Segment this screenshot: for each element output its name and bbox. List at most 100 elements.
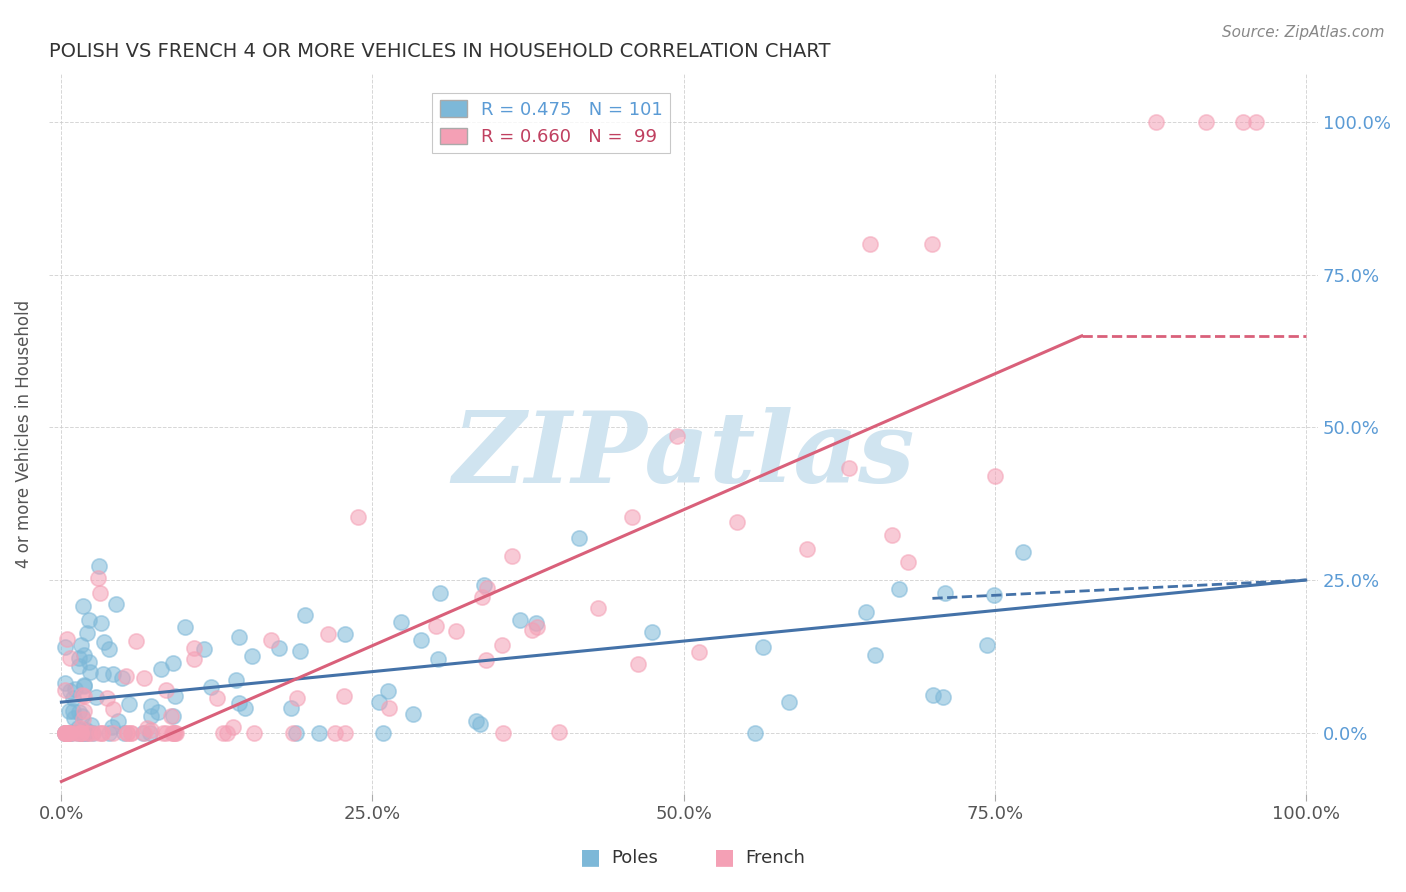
Point xyxy=(70,725,93,739)
Point xyxy=(200,680,222,694)
Point xyxy=(921,237,943,252)
Point xyxy=(212,725,235,739)
Point xyxy=(53,725,76,739)
Point xyxy=(752,640,775,654)
Point xyxy=(76,725,98,739)
Point xyxy=(59,725,82,739)
Point xyxy=(568,532,591,546)
Point xyxy=(53,725,76,739)
Point xyxy=(150,662,173,676)
Point xyxy=(621,509,644,524)
Point xyxy=(377,684,399,698)
Point xyxy=(59,683,82,698)
Point xyxy=(91,725,114,739)
Point xyxy=(163,725,186,739)
Point xyxy=(429,586,451,600)
Point xyxy=(205,691,228,706)
Point xyxy=(93,634,115,648)
Point xyxy=(53,725,76,739)
Point xyxy=(120,725,142,739)
Point xyxy=(308,725,330,739)
Point xyxy=(96,691,118,706)
Point xyxy=(725,516,748,530)
Point xyxy=(76,725,98,739)
Point xyxy=(77,656,100,670)
Point xyxy=(84,690,107,704)
Point xyxy=(65,681,87,696)
Point xyxy=(112,725,135,739)
Point xyxy=(228,630,250,644)
Point xyxy=(887,582,910,596)
Point xyxy=(409,632,432,647)
Point xyxy=(863,648,886,662)
Point xyxy=(260,632,283,647)
Text: Source: ZipAtlas.com: Source: ZipAtlas.com xyxy=(1222,25,1385,40)
Point xyxy=(139,699,162,714)
Point xyxy=(666,429,689,443)
Point xyxy=(135,721,157,735)
Point xyxy=(72,599,94,614)
Point xyxy=(285,691,308,706)
Point xyxy=(444,624,467,638)
Point xyxy=(222,720,245,734)
Point xyxy=(501,549,523,563)
Point xyxy=(66,725,89,739)
Point xyxy=(58,725,80,739)
Point xyxy=(87,725,110,739)
Point xyxy=(55,725,77,739)
Point xyxy=(509,613,531,627)
Point xyxy=(983,588,1005,602)
Point xyxy=(897,555,920,569)
Point xyxy=(77,725,100,739)
Point xyxy=(323,725,346,739)
Point xyxy=(162,725,184,739)
Point xyxy=(163,689,186,703)
Point xyxy=(134,725,156,739)
Point xyxy=(627,657,650,671)
Point xyxy=(97,642,120,657)
Point xyxy=(139,709,162,723)
Text: POLISH VS FRENCH 4 OR MORE VEHICLES IN HOUSEHOLD CORRELATION CHART: POLISH VS FRENCH 4 OR MORE VEHICLES IN H… xyxy=(49,42,831,61)
Point xyxy=(465,714,488,728)
Point xyxy=(118,697,141,711)
Point xyxy=(921,688,943,702)
Point xyxy=(983,469,1005,483)
Text: Poles: Poles xyxy=(612,849,658,867)
Point xyxy=(132,725,155,739)
Point xyxy=(475,653,498,667)
Point xyxy=(70,725,93,739)
Point xyxy=(62,690,84,705)
Point xyxy=(524,615,547,630)
Point xyxy=(240,649,263,664)
Point xyxy=(120,725,142,739)
Text: ■: ■ xyxy=(581,847,600,867)
Point xyxy=(934,585,956,599)
Point xyxy=(882,527,904,541)
Point xyxy=(77,613,100,627)
Point xyxy=(367,695,389,709)
Point xyxy=(280,701,302,715)
Point xyxy=(67,725,90,739)
Point xyxy=(55,725,77,739)
Point xyxy=(101,720,124,734)
Point xyxy=(60,725,83,739)
Point xyxy=(285,725,308,739)
Point xyxy=(491,638,513,652)
Point xyxy=(183,641,205,656)
Point xyxy=(59,651,82,665)
Point xyxy=(76,626,98,640)
Point xyxy=(72,712,94,726)
Point xyxy=(470,717,492,731)
Point xyxy=(522,623,544,637)
Point xyxy=(91,667,114,681)
Point xyxy=(744,725,766,739)
Text: ZIPatlas: ZIPatlas xyxy=(453,407,915,503)
Point xyxy=(425,619,447,633)
Point xyxy=(526,620,548,634)
Text: ■: ■ xyxy=(714,847,734,867)
Point xyxy=(70,708,93,723)
Point xyxy=(233,701,256,715)
Point xyxy=(283,725,305,739)
Point xyxy=(115,725,138,739)
Point xyxy=(56,725,79,739)
